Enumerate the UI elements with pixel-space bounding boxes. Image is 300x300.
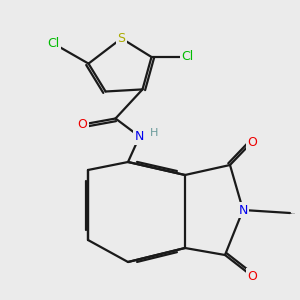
Text: Cl: Cl	[182, 50, 194, 64]
Text: H: H	[150, 128, 159, 139]
Text: N: N	[135, 130, 144, 143]
Text: N: N	[238, 203, 248, 217]
Text: O: O	[247, 136, 257, 148]
Text: O: O	[247, 269, 257, 283]
Text: Cl: Cl	[47, 37, 59, 50]
Text: S: S	[118, 32, 125, 45]
Text: O: O	[78, 118, 87, 131]
Text: methyl: methyl	[291, 212, 296, 214]
